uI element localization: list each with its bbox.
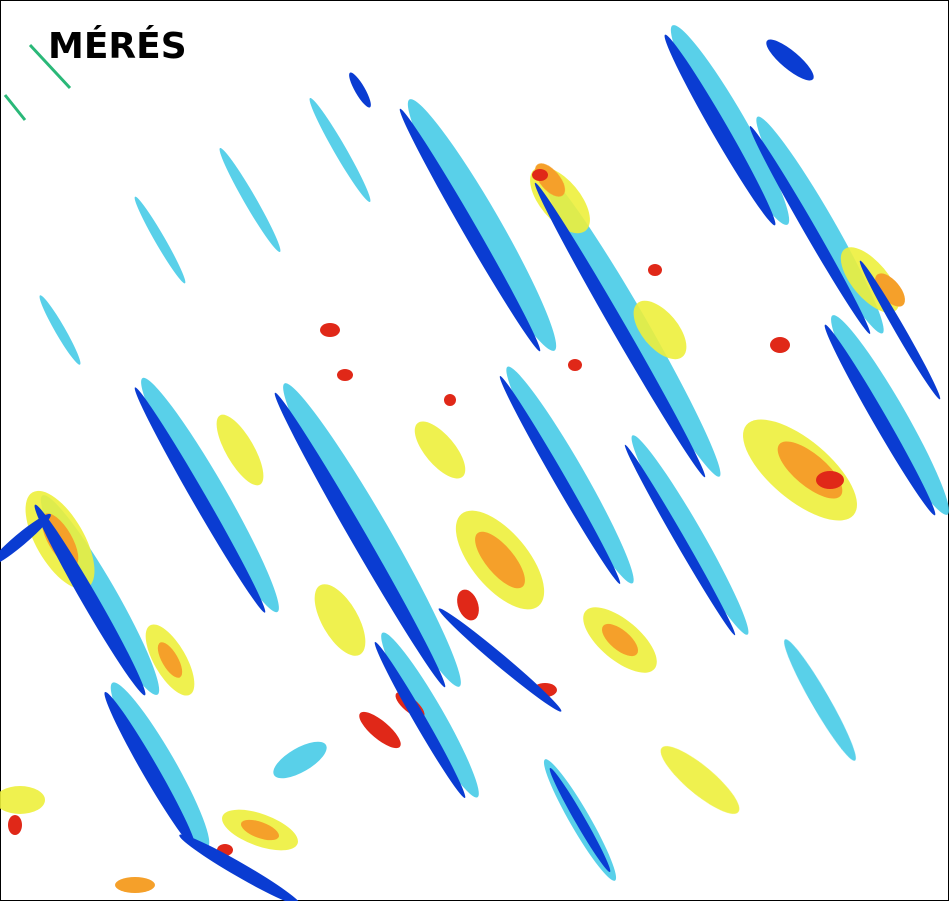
- page: MÉRÉS (() => { const data = JSON.parse(d…: [0, 0, 949, 901]
- measurement-map: MÉRÉS: [0, 0, 949, 901]
- spot: [648, 264, 662, 276]
- spot: [532, 169, 548, 181]
- spot: [770, 337, 790, 353]
- spot: [8, 815, 22, 835]
- spot: [444, 394, 456, 406]
- map-title: MÉRÉS: [48, 25, 187, 67]
- spot: [568, 359, 582, 371]
- zone: [115, 877, 155, 893]
- spot: [320, 323, 340, 337]
- spot: [337, 369, 353, 381]
- spot: [816, 471, 844, 489]
